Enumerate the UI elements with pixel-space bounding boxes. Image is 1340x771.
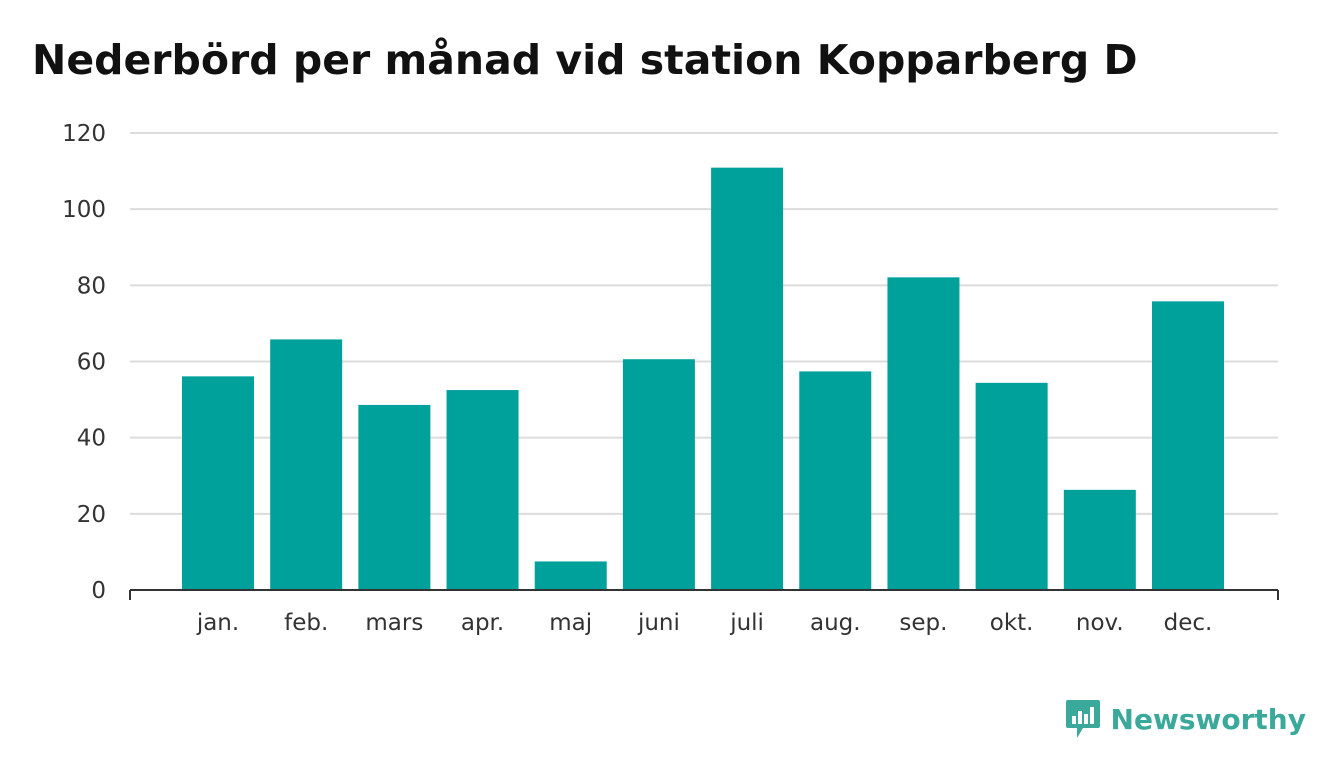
y-tick-label: 120: [62, 121, 106, 147]
x-tick-label: nov.: [1076, 610, 1124, 636]
brand-name: Newsworthy: [1110, 702, 1306, 736]
x-tick-label: apr.: [461, 610, 504, 636]
y-tick-label: 100: [62, 197, 106, 223]
x-axis-ticks: jan. feb. mars apr. maj juni juli aug. sep. okt. n…: [196, 610, 1213, 636]
x-tick-label: maj: [549, 610, 592, 636]
x-tick-label: sep.: [899, 610, 947, 636]
bar-5: [622, 359, 695, 590]
chart-title: Nederbörd per månad vid station Kopparbe…: [32, 36, 1138, 84]
bars: [182, 167, 1224, 591]
bar-9: [975, 382, 1048, 590]
bar-6: [711, 167, 784, 591]
y-tick-label: 0: [91, 578, 106, 604]
bar-8: [887, 277, 960, 590]
y-axis-ticks: 0 20 40 60 80 100 120: [62, 121, 106, 604]
y-tick-label: 20: [77, 502, 106, 528]
x-tick-label: mars: [365, 610, 423, 636]
bar-4: [534, 561, 607, 590]
x-tick-label: okt.: [990, 610, 1034, 636]
x-tick-label: jan.: [196, 610, 239, 636]
bar-11: [1152, 301, 1224, 590]
y-tick-label: 60: [77, 350, 106, 376]
newsworthy-brand: Newsworthy: [1065, 698, 1306, 740]
x-tick-label: dec.: [1164, 610, 1213, 636]
bar-0: [182, 376, 254, 590]
x-tick-label: aug.: [810, 610, 861, 636]
y-tick-label: 80: [77, 273, 106, 299]
x-axis: [129, 589, 1279, 600]
bar-10: [1063, 489, 1136, 590]
newsworthy-logo-icon: [1065, 700, 1100, 738]
bar-2: [358, 404, 431, 590]
x-tick-label: juni: [637, 610, 680, 636]
bar-3: [446, 390, 519, 590]
x-tick-label: juli: [729, 610, 764, 636]
bar-1: [270, 339, 343, 590]
y-tick-label: 40: [77, 426, 106, 452]
x-tick-label: feb.: [284, 610, 328, 636]
bar-7: [799, 371, 872, 590]
